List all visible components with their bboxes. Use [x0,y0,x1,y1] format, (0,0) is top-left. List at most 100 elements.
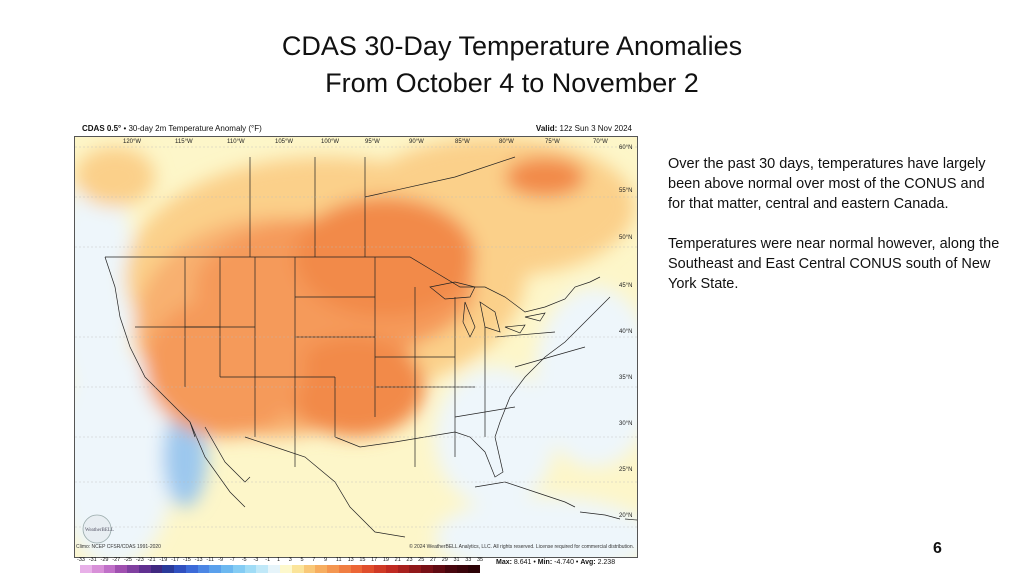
weatherbell-logo: WeatherBELL [82,514,114,544]
scale-label: -11 [206,557,214,563]
copyright-note: © 2024 WeatherBELL Analytics, LLC. All r… [409,544,634,550]
lon-label: 85°W [455,139,470,145]
lon-label: 110°W [227,139,245,145]
scale-swatch [444,565,457,573]
scale-swatch [244,565,257,573]
scale-labels: -33 -31 -29 -27 -25 -23 -21 -19 -17 -15 -13 -11 -9 -7… [77,557,490,565]
map-product: CDAS 0.5° [82,124,122,133]
scale-label: -19 [159,557,168,563]
scale-swatch [150,565,163,573]
commentary-paragraph-2: Temperatures were near normal however, a… [668,236,1000,292]
scale-label: -15 [182,557,191,563]
scale-swatch [385,565,398,573]
scale-label: 13 [347,557,354,563]
lat-label: 55°N [619,188,632,194]
lon-label: 95°W [365,139,380,145]
lat-label: 50°N [619,235,632,241]
stats-max: 8.641 [513,559,532,566]
scale-label: -25 [124,557,132,563]
lat-label: 35°N [619,375,632,381]
lon-label: 100°W [321,139,339,145]
scale-swatch [103,565,116,573]
scale-label: 27 [429,557,437,563]
scale-swatch [374,565,386,573]
scale-label: -27 [112,557,121,563]
scale-label: -7 [229,557,235,563]
lon-label: 75°W [545,139,560,145]
scale-label: 25 [418,557,425,563]
lat-label: 30°N [619,421,632,427]
scale-swatch [303,565,316,573]
map-footer: Climo: NCEP CFSR/CDAS 1991-2020 © 2024 W… [74,541,636,553]
scale-label: -21 [147,557,156,563]
scale-label: -17 [171,557,180,563]
scale-label: 21 [394,557,401,563]
scale-swatch [209,565,222,573]
scale-label: 11 [335,557,342,563]
scale-swatch [291,565,304,573]
scale-label: -9 [218,557,224,563]
map-canvas: 120°W 115°W 110°W 105°W 100°W 95°W 90°W 85°W 80°… [74,136,638,558]
stats-min-label: Min: [537,559,553,566]
lat-label: 20°N [619,513,632,519]
lon-label: 120°W [123,139,141,145]
commentary: Over the past 30 days, temperatures have… [668,154,1000,314]
map-description: • 30-day 2m Temperature Anomaly (°F) [123,124,262,133]
scale-label: -1 [265,557,271,563]
scale-label: 1 [277,557,281,563]
scale-swatch [338,565,351,573]
stats-avg: 2.238 [597,559,616,566]
logo-text: WeatherBELL [85,528,114,533]
scale-label: 7 [312,557,316,563]
graticule [75,146,637,528]
scale-swatch [409,565,422,573]
lat-label: 40°N [619,329,632,335]
scale-label: -23 [135,557,144,563]
scale-swatch [468,565,481,573]
lat-label: 25°N [619,467,632,473]
scale-label: 9 [324,557,328,563]
scale-swatch [197,565,210,573]
scale-label: 3 [288,557,292,563]
stats-min: -4.740 [554,559,574,566]
scale-label: 15 [359,557,366,563]
scale-swatch [421,565,433,573]
scale-swatch [432,565,445,573]
scale-label: -5 [241,557,247,563]
scale-swatch [280,565,292,573]
scale-label: -13 [194,557,203,563]
scale-label: 31 [453,557,460,563]
slide-title-line2: From October 4 to November 2 [325,68,699,98]
map-valid-time: Valid: 12z Sun 3 Nov 2024 [536,122,632,136]
map-product-label: CDAS 0.5° • 30-day 2m Temperature Anomal… [82,122,262,136]
scale-swatch [327,565,339,573]
anomaly-shading [75,137,637,557]
stats-avg-label: Avg: [580,559,596,566]
scale-label: 33 [465,557,472,563]
scale-swatch [174,565,186,573]
scale-swatch [256,565,269,573]
scale-swatch [397,565,410,573]
scale-label: 17 [371,557,378,563]
scale-label: 5 [300,557,304,563]
valid-value: 12z Sun 3 Nov 2024 [559,124,633,133]
temperature-anomaly-map: CDAS 0.5° • 30-day 2m Temperature Anomal… [74,122,638,574]
lat-label: 60°N [619,145,632,151]
lat-label: 45°N [619,283,632,289]
lon-label: 90°W [409,139,424,145]
scale-label: -33 [77,557,85,563]
lon-label: 105°W [275,139,293,145]
scale-bar [80,565,481,573]
longitude-labels: 120°W 115°W 110°W 105°W 100°W 95°W 90°W 85°W 80°… [123,139,608,145]
latitude-labels: 60°N 55°N 50°N 45°N 40°N 35°N 30°N 25°N 20°N [619,145,632,519]
scale-label: -31 [88,557,97,563]
scale-swatch [162,565,175,573]
page-number: 6 [933,540,942,557]
scale-label: -29 [100,557,109,563]
climo-note: Climo: NCEP CFSR/CDAS 1991-2020 [76,544,161,550]
lon-label: 115°W [175,139,193,145]
map-stats: Max: 8.641 • Min: -4.740 • Avg: 2.238 [496,559,616,566]
scale-swatch [138,565,151,573]
map-header: CDAS 0.5° • 30-day 2m Temperature Anomal… [78,122,634,136]
lon-label: 70°W [593,139,608,145]
